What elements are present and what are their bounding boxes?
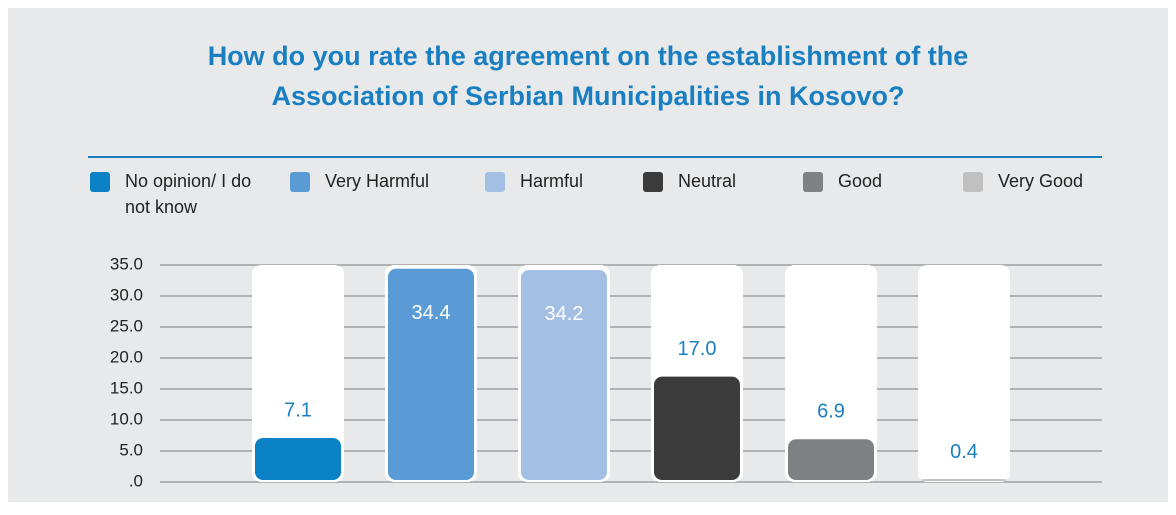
legend-swatch (90, 172, 110, 192)
data-label: 6.9 (817, 401, 845, 423)
legend-line: not know (125, 197, 198, 217)
bar (521, 269, 607, 480)
legend-swatch (485, 172, 505, 192)
data-label: 34.2 (545, 303, 584, 325)
chart-title: How do you rate the agreement on the est… (208, 41, 969, 71)
bar (921, 479, 1007, 481)
legend-line: No opinion/ I do (125, 171, 251, 191)
legend-swatch (643, 172, 663, 192)
legend-swatch (963, 172, 983, 192)
legend-label: Neutral (678, 171, 736, 191)
bar (388, 268, 474, 480)
y-tick-label: 35.0 (110, 254, 143, 273)
legend-label: Harmful (520, 171, 583, 191)
legend-label: No opinion/ I do not know (125, 171, 251, 217)
legend-label: Good (838, 171, 882, 191)
bar-track (918, 265, 1010, 482)
y-tick-label: 10.0 (110, 409, 143, 428)
y-tick-label: 25.0 (110, 316, 143, 335)
legend-label: Very Good (998, 171, 1083, 191)
y-tick-label: 5.0 (119, 440, 143, 459)
y-tick-label: .0 (129, 471, 143, 490)
bar (788, 439, 874, 480)
legend-swatch (803, 172, 823, 192)
y-tick-label: 20.0 (110, 347, 143, 366)
bar-track (785, 265, 877, 482)
chart-title: Association of Serbian Municipalities in… (271, 81, 904, 111)
data-label: 0.4 (950, 441, 978, 463)
data-label: 17.0 (678, 338, 717, 360)
legend-swatch (290, 172, 310, 192)
bar (255, 437, 341, 480)
y-tick-label: 30.0 (110, 285, 143, 304)
bar (654, 376, 740, 480)
data-label: 34.4 (412, 302, 451, 324)
bar-track (252, 265, 344, 482)
legend-label: Very Harmful (325, 171, 429, 191)
data-label: 7.1 (284, 399, 312, 421)
y-tick-label: 15.0 (110, 378, 143, 397)
